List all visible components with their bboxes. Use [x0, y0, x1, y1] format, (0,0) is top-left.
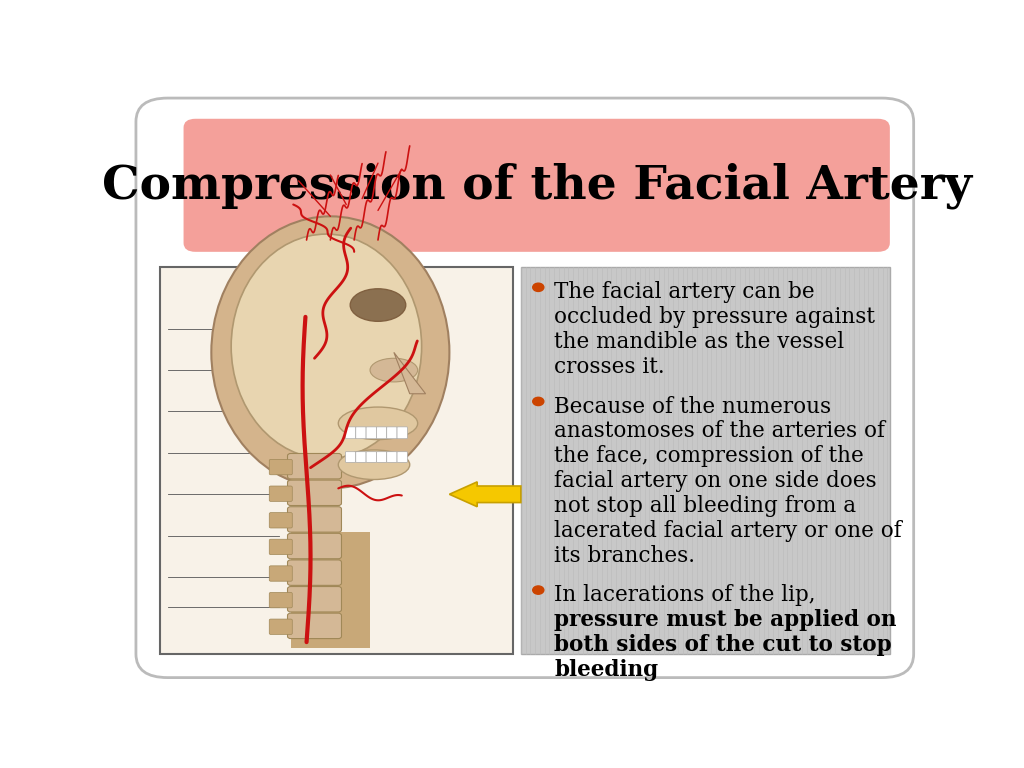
Text: Compression of the Facial Artery: Compression of the Facial Artery [101, 162, 972, 209]
Ellipse shape [231, 234, 422, 458]
Ellipse shape [338, 450, 410, 479]
FancyBboxPatch shape [288, 587, 341, 612]
FancyBboxPatch shape [269, 619, 292, 634]
FancyBboxPatch shape [269, 566, 292, 581]
Circle shape [532, 283, 544, 291]
Ellipse shape [370, 358, 418, 382]
Polygon shape [394, 353, 426, 394]
FancyBboxPatch shape [397, 452, 408, 462]
Ellipse shape [350, 289, 406, 321]
FancyBboxPatch shape [136, 98, 913, 677]
FancyBboxPatch shape [345, 452, 355, 462]
FancyBboxPatch shape [521, 266, 890, 654]
Text: bleeding: bleeding [554, 659, 658, 680]
FancyBboxPatch shape [387, 427, 397, 439]
FancyBboxPatch shape [367, 452, 377, 462]
Circle shape [532, 586, 544, 594]
Text: lacerated facial artery or one of: lacerated facial artery or one of [554, 520, 902, 541]
Ellipse shape [211, 217, 450, 488]
FancyBboxPatch shape [397, 427, 408, 439]
FancyBboxPatch shape [288, 560, 341, 585]
FancyBboxPatch shape [288, 453, 341, 479]
FancyBboxPatch shape [291, 531, 370, 648]
FancyBboxPatch shape [288, 507, 341, 532]
Text: the face, compression of the: the face, compression of the [554, 445, 864, 467]
Text: crosses it.: crosses it. [554, 356, 665, 378]
FancyBboxPatch shape [367, 427, 377, 439]
FancyArrow shape [450, 482, 521, 507]
FancyBboxPatch shape [269, 459, 292, 475]
FancyBboxPatch shape [269, 512, 292, 528]
Text: its branches.: its branches. [554, 545, 695, 567]
Text: facial artery on one side does: facial artery on one side does [554, 470, 877, 492]
Text: not stop all bleeding from a: not stop all bleeding from a [554, 495, 856, 517]
FancyBboxPatch shape [377, 427, 387, 439]
Text: the mandible as the vessel: the mandible as the vessel [554, 331, 845, 353]
Text: pressure must be applied on: pressure must be applied on [554, 609, 897, 631]
Text: In lacerations of the lip,: In lacerations of the lip, [554, 584, 816, 606]
FancyBboxPatch shape [345, 427, 355, 439]
FancyBboxPatch shape [377, 452, 387, 462]
Text: Because of the numerous: Because of the numerous [554, 396, 831, 418]
FancyBboxPatch shape [160, 266, 513, 654]
FancyBboxPatch shape [288, 480, 341, 505]
FancyBboxPatch shape [183, 119, 890, 252]
Circle shape [532, 397, 544, 406]
FancyBboxPatch shape [387, 452, 397, 462]
FancyBboxPatch shape [355, 452, 367, 462]
FancyBboxPatch shape [355, 427, 367, 439]
FancyBboxPatch shape [269, 486, 292, 502]
FancyBboxPatch shape [269, 539, 292, 554]
Text: anastomoses of the arteries of: anastomoses of the arteries of [554, 420, 885, 442]
FancyBboxPatch shape [288, 613, 341, 638]
FancyBboxPatch shape [288, 533, 341, 559]
FancyBboxPatch shape [269, 592, 292, 607]
Text: both sides of the cut to stop: both sides of the cut to stop [554, 634, 892, 656]
Text: occluded by pressure against: occluded by pressure against [554, 306, 876, 328]
Text: The facial artery can be: The facial artery can be [554, 281, 815, 303]
Ellipse shape [338, 407, 418, 439]
